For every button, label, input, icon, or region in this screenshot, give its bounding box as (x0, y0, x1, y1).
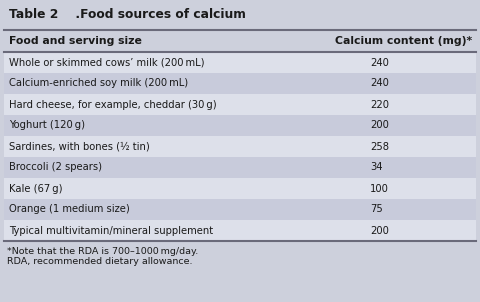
Text: Calcium content (mg)*: Calcium content (mg)* (335, 36, 472, 46)
Bar (4, 115, 476, 136)
Text: Typical multivitamin/mineral supplement: Typical multivitamin/mineral supplement (9, 226, 213, 236)
Bar (4, 157, 476, 178)
Text: RDA, recommended dietary allowance.: RDA, recommended dietary allowance. (7, 258, 192, 266)
Text: Whole or skimmed cows’ milk (200 mL): Whole or skimmed cows’ milk (200 mL) (9, 57, 204, 68)
Bar (4, 73, 476, 94)
Text: Hard cheese, for example, cheddar (30 g): Hard cheese, for example, cheddar (30 g) (9, 99, 216, 110)
Text: Kale (67 g): Kale (67 g) (9, 184, 62, 194)
Text: 200: 200 (370, 120, 389, 130)
Text: Yoghurt (120 g): Yoghurt (120 g) (9, 120, 85, 130)
Bar (4, 0, 476, 30)
Bar (4, 178, 476, 199)
Text: Food and serving size: Food and serving size (9, 36, 142, 46)
Text: Calcium-enriched soy milk (200 mL): Calcium-enriched soy milk (200 mL) (9, 79, 188, 88)
Bar (4, 136, 476, 157)
Text: Table 2    .Food sources of calcium: Table 2 .Food sources of calcium (9, 8, 246, 21)
Text: 220: 220 (370, 99, 389, 110)
Text: Sardines, with bones (½ tin): Sardines, with bones (½ tin) (9, 142, 150, 152)
Bar (4, 30, 476, 52)
Text: Broccoli (2 spears): Broccoli (2 spears) (9, 162, 102, 172)
Text: 200: 200 (370, 226, 389, 236)
Text: 240: 240 (370, 57, 389, 68)
Text: Orange (1 medium size): Orange (1 medium size) (9, 204, 130, 214)
Bar (4, 94, 476, 115)
Text: 34: 34 (370, 162, 383, 172)
Bar (4, 52, 476, 73)
Text: 240: 240 (370, 79, 389, 88)
Bar (4, 199, 476, 220)
Text: 258: 258 (370, 142, 389, 152)
Text: 100: 100 (370, 184, 389, 194)
Text: *Note that the RDA is 700–1000 mg/day.: *Note that the RDA is 700–1000 mg/day. (7, 246, 198, 255)
Bar (4, 220, 476, 241)
Text: 75: 75 (370, 204, 383, 214)
